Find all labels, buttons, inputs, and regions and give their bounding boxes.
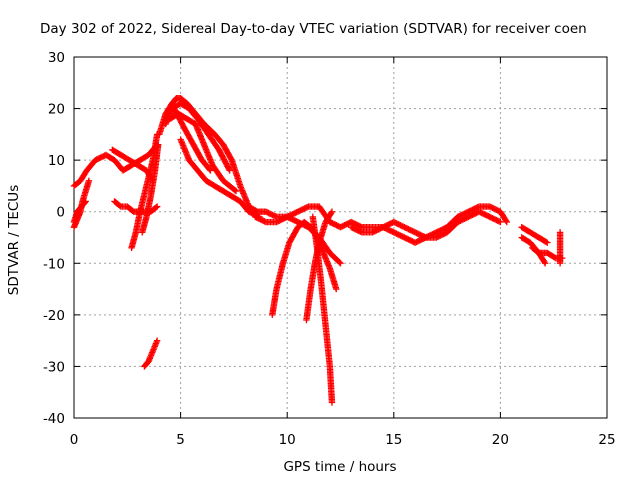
data-point <box>81 199 89 206</box>
x-tick-label: 15 <box>385 432 402 448</box>
data-point <box>333 285 340 293</box>
data-point <box>541 260 549 267</box>
data-point <box>544 239 551 246</box>
data-point <box>337 260 344 267</box>
y-tick-label: -30 <box>43 359 65 375</box>
series-track-15 <box>347 208 504 246</box>
y-axis-label: SDTVAR / TECUs <box>6 185 22 295</box>
data-point <box>206 166 213 173</box>
data-point <box>82 198 89 205</box>
series-track-22 <box>529 244 549 267</box>
series-track-8 <box>141 337 161 370</box>
data-point <box>231 186 239 194</box>
data-point <box>556 260 564 267</box>
series-track-1 <box>70 141 161 190</box>
data-point <box>503 218 510 226</box>
data-point <box>152 204 160 211</box>
y-tick-label: -40 <box>43 411 65 427</box>
y-tick-label: 20 <box>48 102 65 118</box>
series-track-3 <box>70 198 89 226</box>
data-point <box>328 208 336 215</box>
data-point <box>497 218 504 226</box>
data-point <box>541 258 548 266</box>
data-point <box>227 155 235 163</box>
data-point <box>502 217 510 224</box>
data-point <box>327 209 335 217</box>
y-tick-label: 10 <box>48 153 65 169</box>
x-axis-label: GPS time / hours <box>283 459 396 475</box>
data-point <box>551 254 558 261</box>
y-tick-label: -20 <box>43 308 65 324</box>
series-track-19 <box>294 218 344 267</box>
series-track-7 <box>111 198 161 215</box>
plot-frame <box>73 56 608 419</box>
data-point <box>225 165 233 173</box>
x-tick-label: 25 <box>598 432 615 448</box>
x-tick-label: 5 <box>176 432 185 448</box>
data-point <box>153 203 161 210</box>
axis-ticks: 0 5 10 15 20 25 -40 -30 -20 -10 0 10 20 30 <box>43 50 616 448</box>
chart-title: Day 302 of 2022, Sidereal Day-to-day VTE… <box>40 21 587 37</box>
x-tick-label: 20 <box>492 432 509 448</box>
data-point <box>153 337 161 344</box>
data-point <box>232 187 240 195</box>
data-point <box>328 399 336 406</box>
y-tick-label: -10 <box>43 256 65 272</box>
data-point <box>542 238 550 246</box>
series-track-23 <box>556 229 564 267</box>
y-tick-label: 0 <box>56 205 65 221</box>
data-point <box>155 141 162 148</box>
y-tick-label: 30 <box>48 50 65 66</box>
data-point <box>226 167 233 174</box>
data-point <box>85 177 93 184</box>
data-points <box>70 95 566 406</box>
data-point <box>207 167 214 174</box>
x-tick-label: 10 <box>279 432 296 448</box>
series-track-13 <box>171 105 214 174</box>
series-track-16 <box>269 218 340 319</box>
x-tick-label: 0 <box>70 432 79 448</box>
data-point <box>336 259 343 266</box>
series-track-21 <box>518 223 551 246</box>
